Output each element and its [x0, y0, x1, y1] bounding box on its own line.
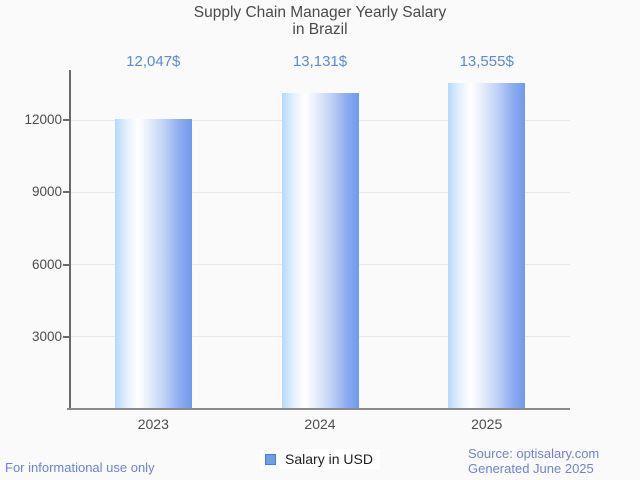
y-axis-label-3000: 3000	[31, 328, 62, 344]
legend-label: Salary in USD	[285, 451, 373, 467]
legend: Salary in USD	[0, 448, 640, 470]
x-axis-line	[67, 408, 570, 410]
y-tick-3000	[63, 335, 70, 338]
y-axis-label-6000: 6000	[31, 256, 62, 272]
y-axis-label-12000: 12000	[24, 112, 62, 127]
disclaimer-text: For informational use only	[5, 460, 155, 475]
bar-2025[interactable]	[448, 83, 526, 409]
x-axis-label-2025: 2025	[471, 416, 503, 432]
y-tick-9000	[63, 191, 70, 194]
bar-2024[interactable]	[281, 93, 359, 409]
y-tick-6000	[63, 263, 70, 266]
x-axis-label-2023: 2023	[137, 416, 169, 432]
y-axis-label-9000: 9000	[31, 184, 62, 200]
value-label-2023: 12,047$	[126, 53, 181, 70]
value-label-2024: 13,131$	[292, 53, 348, 70]
y-tick-12000	[63, 119, 70, 121]
source-link[interactable]: Source: optisalary.com	[468, 446, 600, 461]
y-axis-line	[69, 70, 71, 409]
chart-title-line-2: in Brazil	[292, 21, 348, 38]
chart-title-line-1: Supply Chain Manager Yearly Salary	[193, 4, 447, 21]
value-label-2025: 13,555$	[459, 53, 514, 70]
source-block: Source: optisalary.com Generated June 20…	[468, 446, 599, 476]
bar-2023[interactable]	[114, 119, 192, 409]
legend-item-salary-in-usd[interactable]: Salary in USD	[260, 449, 380, 469]
x-axis-label-2024: 2024	[304, 416, 336, 432]
generated-date: Generated June 2025	[468, 461, 594, 476]
legend-swatch-icon	[265, 453, 277, 465]
